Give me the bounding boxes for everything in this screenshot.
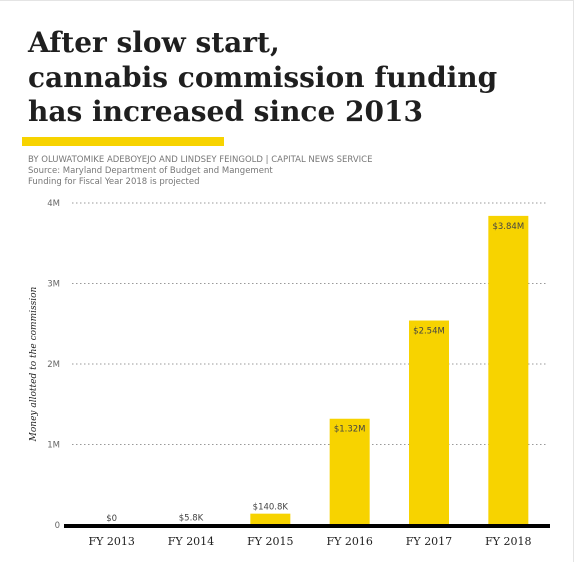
y-axis-label: Money allotted to the commission <box>29 286 39 442</box>
x-axis-baseline <box>64 524 550 528</box>
data-label: $3.84M <box>492 222 524 232</box>
bars <box>64 215 550 528</box>
byline: BY OLUWATOMIKE ADEBOYEJO AND LINDSEY FEI… <box>28 155 373 165</box>
x-tick-label: FY 2018 <box>485 535 531 548</box>
chart-title: After slow start, cannabis commission fu… <box>28 26 548 130</box>
y-tick-label: 4M <box>47 199 60 209</box>
y-tick-label: 1M <box>47 441 60 451</box>
x-tick-label: FY 2015 <box>247 535 293 548</box>
data-label: $0 <box>106 514 117 524</box>
bar <box>329 418 370 525</box>
data-label: $1.32M <box>334 425 366 435</box>
y-tick-label: 3M <box>47 280 60 290</box>
bar <box>488 215 529 525</box>
source-note: Source: Maryland Department of Budget an… <box>28 166 273 176</box>
x-tick-label: FY 2016 <box>326 535 372 548</box>
x-axis-ticks: FY 2013 FY 2014 FY 2015 FY 2016 FY 2017 FY 20… <box>88 535 531 548</box>
chart-meta: BY OLUWATOMIKE ADEBOYEJO AND LINDSEY FEI… <box>28 155 372 188</box>
bar <box>409 320 449 525</box>
title-accent-bar <box>22 137 224 146</box>
y-tick-label: 2M <box>47 360 60 370</box>
title-line-3: has increased since 2013 <box>28 95 423 128</box>
x-tick-label: FY 2014 <box>168 535 214 548</box>
data-label: $5.8K <box>179 514 204 524</box>
title-line-2: cannabis commission funding <box>28 60 498 94</box>
title-line-1: After slow start, <box>28 26 280 59</box>
bar <box>250 513 291 525</box>
data-labels: $0 $5.8K $140.8K $1.32M $2.54M $3.84M <box>106 222 524 524</box>
x-tick-label: FY 2013 <box>88 535 134 548</box>
data-label: $140.8K <box>253 503 289 513</box>
y-axis-ticks: 0 1M 2M 3M 4M <box>47 199 60 531</box>
y-tick-label: 0 <box>55 521 60 531</box>
data-label: $2.54M <box>413 327 445 337</box>
grid-lines <box>72 202 548 445</box>
x-tick-label: FY 2017 <box>406 535 452 548</box>
projection-note: Funding for Fiscal Year 2018 is projecte… <box>28 177 200 187</box>
